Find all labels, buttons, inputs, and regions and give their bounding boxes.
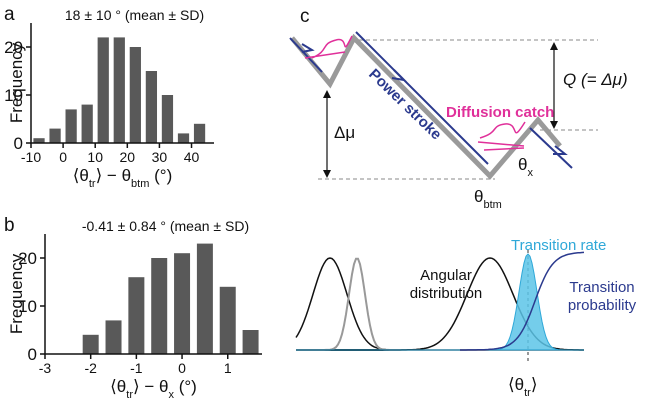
bar (105, 320, 122, 354)
x-tick-label: -1 (130, 360, 143, 376)
y-tick-label: 10 (4, 86, 23, 105)
text-part: ⟨θ (508, 375, 524, 394)
x-tick-label: 10 (87, 149, 103, 165)
y-tick-label: 20 (4, 38, 23, 57)
theta-btm-label: θbtm (474, 187, 502, 211)
delta-mu-label: Δμ (334, 123, 355, 142)
chart-title: -0.41 ± 0.84 ° (mean ± SD) (82, 218, 249, 234)
bar (193, 123, 206, 143)
y-tick-label: 20 (18, 249, 37, 268)
subscript: tr (524, 387, 531, 399)
text-part: ⟨θ (110, 377, 126, 396)
bar (161, 95, 174, 143)
text-part: θ (474, 187, 483, 206)
bar (196, 243, 213, 354)
label-line: Transition (569, 279, 634, 296)
arrow-head (301, 43, 568, 155)
diffusion-catch-label: Diffusion catch (446, 104, 554, 121)
text-part: ⟩ − θ (133, 377, 168, 396)
y-axis-label: Frequency (7, 253, 26, 334)
y-tick-label: 10 (18, 297, 37, 316)
x-axis-label: ⟨θtr⟩ − θx (°) (110, 377, 197, 401)
bar (113, 37, 125, 143)
x-tick-label: 30 (152, 149, 168, 165)
subscript: x (168, 389, 174, 401)
bar (129, 47, 141, 143)
path-arrow (355, 31, 489, 165)
bar (128, 277, 145, 354)
label-line: probability (568, 297, 637, 314)
distribution-diagram: Transition rate Angular distribution Tran… (295, 237, 637, 399)
transition-probability (460, 251, 585, 351)
panel-letter: b (4, 215, 15, 236)
q-label: Q (= Δμ) (563, 70, 628, 89)
text-part: ⟩ − θ (96, 166, 131, 185)
diffusion-wave (304, 35, 353, 59)
chart-title: 18 ± 10 ° (mean ± SD) (65, 7, 204, 23)
bar (97, 37, 109, 143)
x-tick-label: 0 (178, 360, 186, 376)
subscript: tr (89, 178, 96, 190)
x-tick-label: 1 (224, 360, 232, 376)
transition-rate-label: Transition rate (511, 237, 606, 254)
y-tick-label: 0 (14, 134, 23, 153)
path-arrow (529, 127, 573, 169)
bar (65, 109, 77, 143)
diffusion-wave (477, 121, 526, 151)
x-tick-label: 40 (184, 149, 200, 165)
bar (219, 286, 236, 354)
y-axis-label: Frequency (7, 42, 26, 123)
path-arrow (289, 37, 323, 73)
panel-letter: c (300, 6, 310, 27)
subscript: btm (483, 199, 501, 211)
bar (242, 330, 259, 354)
panel-letter: a (4, 4, 15, 25)
x-tick-label: -2 (84, 360, 97, 376)
energy-landscape (290, 33, 562, 180)
x-tick-label: 20 (120, 149, 136, 165)
bar (82, 334, 99, 354)
bar (145, 71, 158, 143)
label-line: distribution (410, 285, 483, 302)
x-tick-label: -10 (21, 149, 41, 165)
x-tick-label: -3 (39, 360, 52, 376)
text-part: ⟩ (531, 375, 538, 394)
x-axis-label: ⟨θtr⟩ − θbtm (°) (73, 166, 172, 190)
subscript: x (527, 167, 533, 179)
text-part: (°) (149, 166, 172, 185)
bar (177, 133, 190, 143)
bar (49, 128, 61, 143)
text-part: ⟨θ (73, 166, 89, 185)
text-part: θ (518, 155, 527, 174)
theta-tr-label: ⟨θtr⟩ (508, 375, 537, 399)
bar (174, 253, 191, 354)
label-line: Angular (420, 267, 472, 284)
theta-x-label: θx (518, 155, 533, 179)
energy-diagram: c Δμ Q (= Δμ) Power stroke Diffusion cat… (289, 6, 628, 211)
subscript: tr (126, 389, 133, 401)
transition-rate (296, 253, 584, 351)
bar (151, 258, 168, 354)
text-part: (°) (174, 377, 197, 396)
x-tick-label: 0 (59, 149, 67, 165)
subscript: btm (131, 178, 149, 190)
transition-probability-label: Transition probability (568, 279, 637, 314)
y-tick-label: 0 (28, 345, 37, 364)
power-stroke-label: Power stroke (365, 66, 445, 144)
bar (81, 104, 93, 143)
angular-distribution-label: Angular distribution (410, 267, 483, 302)
bar (33, 138, 45, 143)
